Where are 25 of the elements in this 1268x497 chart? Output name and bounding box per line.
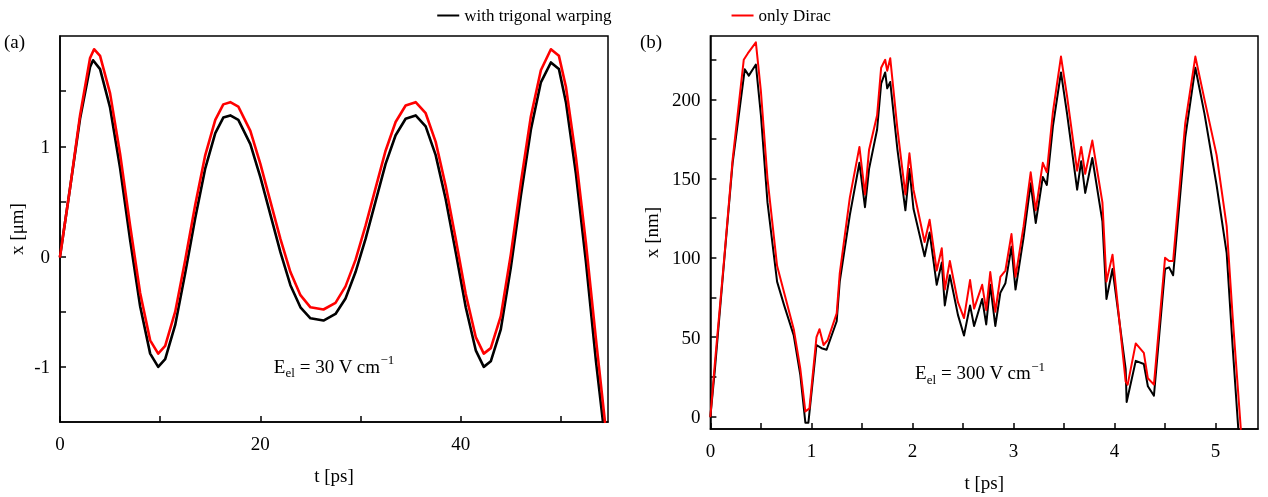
legend-label: with trigonal warping xyxy=(464,6,613,25)
x-tick-label: 20 xyxy=(250,433,270,454)
y-axis-title: x [μm] xyxy=(6,203,27,255)
x-tick-label: 0 xyxy=(705,440,716,461)
x-tick-label: 3 xyxy=(1008,440,1019,461)
x-tick-label: 2 xyxy=(907,440,918,461)
x-tick-label: 4 xyxy=(1109,440,1120,461)
text: (b) xyxy=(640,31,663,53)
y-tick-label: 50 xyxy=(681,326,701,348)
y-tick-label: 100 xyxy=(671,247,701,269)
y-tick-label: -1 xyxy=(34,356,50,378)
y-tick-label: 0 xyxy=(690,405,701,427)
x-tick-label: 5 xyxy=(1210,440,1221,461)
x-axis-title: t [ps] xyxy=(964,472,1004,493)
y-tick-label: 1 xyxy=(40,135,50,157)
text: (a) xyxy=(4,31,26,53)
y-tick-label: 150 xyxy=(671,168,701,190)
y-tick-label: 0 xyxy=(40,246,50,268)
x-tick-label: 1 xyxy=(806,440,817,461)
x-tick-label: 40 xyxy=(451,433,471,454)
y-axis-title: x [nm] xyxy=(641,206,662,259)
x-axis-title: t [ps] xyxy=(314,465,354,486)
x-tick-label: 0 xyxy=(55,433,65,454)
legend-label: only Dirac xyxy=(758,6,832,25)
y-tick-label: 200 xyxy=(671,88,701,110)
